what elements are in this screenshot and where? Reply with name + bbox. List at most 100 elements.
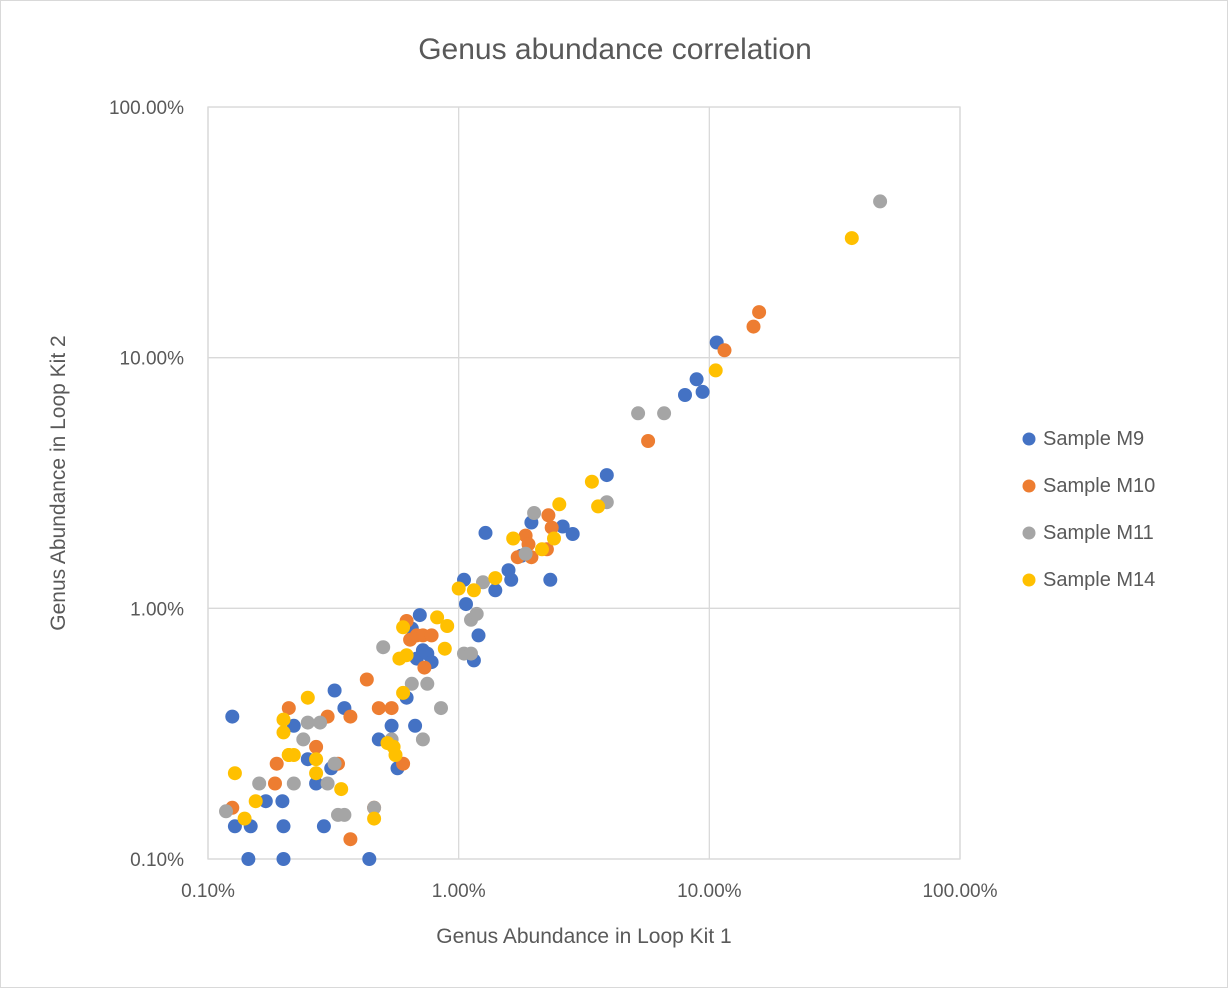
data-point bbox=[296, 732, 311, 747]
data-point bbox=[241, 852, 256, 866]
data-point bbox=[320, 776, 335, 791]
data-point bbox=[430, 610, 445, 625]
x-tick-label: 0.10% bbox=[181, 881, 235, 902]
data-point bbox=[440, 619, 455, 633]
data-point bbox=[399, 648, 414, 663]
x-tick-label: 100.00% bbox=[922, 881, 997, 902]
data-point bbox=[631, 406, 646, 421]
data-point bbox=[359, 672, 374, 687]
data-point bbox=[384, 718, 399, 733]
y-tick-label: 10.00% bbox=[120, 349, 185, 370]
data-point bbox=[424, 628, 439, 643]
data-point bbox=[286, 748, 301, 762]
data-point bbox=[471, 628, 486, 643]
data-point bbox=[309, 766, 324, 781]
data-point bbox=[488, 583, 503, 598]
data-point bbox=[415, 732, 430, 747]
data-point bbox=[227, 766, 242, 781]
data-point bbox=[752, 305, 767, 320]
data-point bbox=[404, 676, 419, 691]
plot-area bbox=[207, 106, 961, 860]
data-point bbox=[478, 525, 493, 540]
data-point bbox=[844, 231, 859, 246]
x-tick-label: 10.00% bbox=[677, 881, 742, 902]
data-point bbox=[343, 709, 358, 724]
data-point bbox=[544, 520, 559, 535]
data-point bbox=[543, 572, 558, 587]
data-point bbox=[276, 712, 291, 727]
x-axis-title: Genus Abundance in Loop Kit 1 bbox=[436, 925, 731, 948]
series-1 bbox=[225, 335, 724, 866]
data-point bbox=[599, 468, 614, 483]
data-point bbox=[316, 819, 331, 834]
data-point bbox=[309, 776, 324, 791]
data-point bbox=[504, 572, 519, 587]
data-point bbox=[275, 794, 290, 809]
data-point bbox=[717, 343, 732, 358]
data-point bbox=[227, 819, 242, 834]
data-point bbox=[437, 641, 452, 656]
data-point bbox=[420, 676, 435, 691]
legend-item: Sample M14 bbox=[1022, 569, 1155, 591]
y-tick-label: 1.00% bbox=[130, 599, 184, 620]
data-point bbox=[678, 388, 692, 402]
legend-label: Sample M9 bbox=[1043, 428, 1144, 450]
legend-item: Sample M10 bbox=[1022, 475, 1155, 497]
data-point bbox=[535, 542, 549, 557]
legend: Sample M9 Sample M10 Sample M11 Sample M14 bbox=[1022, 428, 1155, 591]
data-point bbox=[286, 776, 301, 791]
data-point bbox=[388, 748, 403, 762]
y-axis-title: Genus Abundance in Loop Kit 2 bbox=[47, 335, 70, 630]
data-point bbox=[276, 819, 291, 834]
data-point bbox=[281, 701, 296, 716]
series-4 bbox=[227, 231, 859, 826]
legend-label: Sample M10 bbox=[1043, 475, 1155, 497]
series-3 bbox=[219, 194, 888, 822]
data-point bbox=[384, 701, 399, 716]
data-point bbox=[591, 499, 606, 514]
chart-title: Genus abundance correlation bbox=[418, 33, 812, 66]
data-point bbox=[408, 718, 423, 733]
data-point bbox=[276, 852, 291, 866]
data-point bbox=[327, 756, 342, 771]
data-point bbox=[396, 685, 411, 700]
data-point bbox=[552, 497, 567, 512]
data-point bbox=[334, 782, 349, 797]
legend-item: Sample M9 bbox=[1022, 428, 1144, 450]
data-point bbox=[371, 701, 386, 716]
data-point bbox=[300, 715, 315, 730]
data-point bbox=[269, 756, 284, 771]
data-point bbox=[286, 718, 301, 733]
data-point bbox=[506, 531, 521, 546]
legend-item: Sample M11 bbox=[1022, 522, 1154, 544]
data-point bbox=[309, 752, 324, 767]
data-point bbox=[565, 527, 580, 541]
legend-marker bbox=[1022, 432, 1036, 446]
data-point bbox=[873, 194, 888, 209]
data-point bbox=[641, 434, 656, 448]
data-point bbox=[252, 776, 267, 791]
data-point bbox=[337, 807, 352, 822]
data-point bbox=[527, 506, 542, 520]
data-point bbox=[219, 804, 233, 819]
data-point bbox=[464, 646, 478, 661]
data-point bbox=[488, 571, 503, 586]
data-point bbox=[313, 715, 328, 730]
data-point bbox=[309, 739, 324, 754]
data-point bbox=[343, 832, 358, 847]
data-point bbox=[476, 575, 490, 590]
data-point bbox=[657, 406, 672, 421]
data-point bbox=[518, 546, 533, 561]
data-point bbox=[466, 583, 481, 598]
data-point bbox=[412, 608, 427, 623]
y-tick-label: 100.00% bbox=[109, 98, 184, 119]
data-point bbox=[248, 794, 263, 809]
data-point bbox=[469, 606, 484, 621]
tick-labels: 0.10% 1.00% 10.00% 100.00% 0.10% 1.00% 10.00% 1… bbox=[109, 98, 998, 902]
data-point bbox=[689, 372, 704, 387]
legend-label: Sample M14 bbox=[1043, 569, 1155, 591]
data-point bbox=[367, 811, 382, 826]
data-point bbox=[276, 725, 291, 740]
